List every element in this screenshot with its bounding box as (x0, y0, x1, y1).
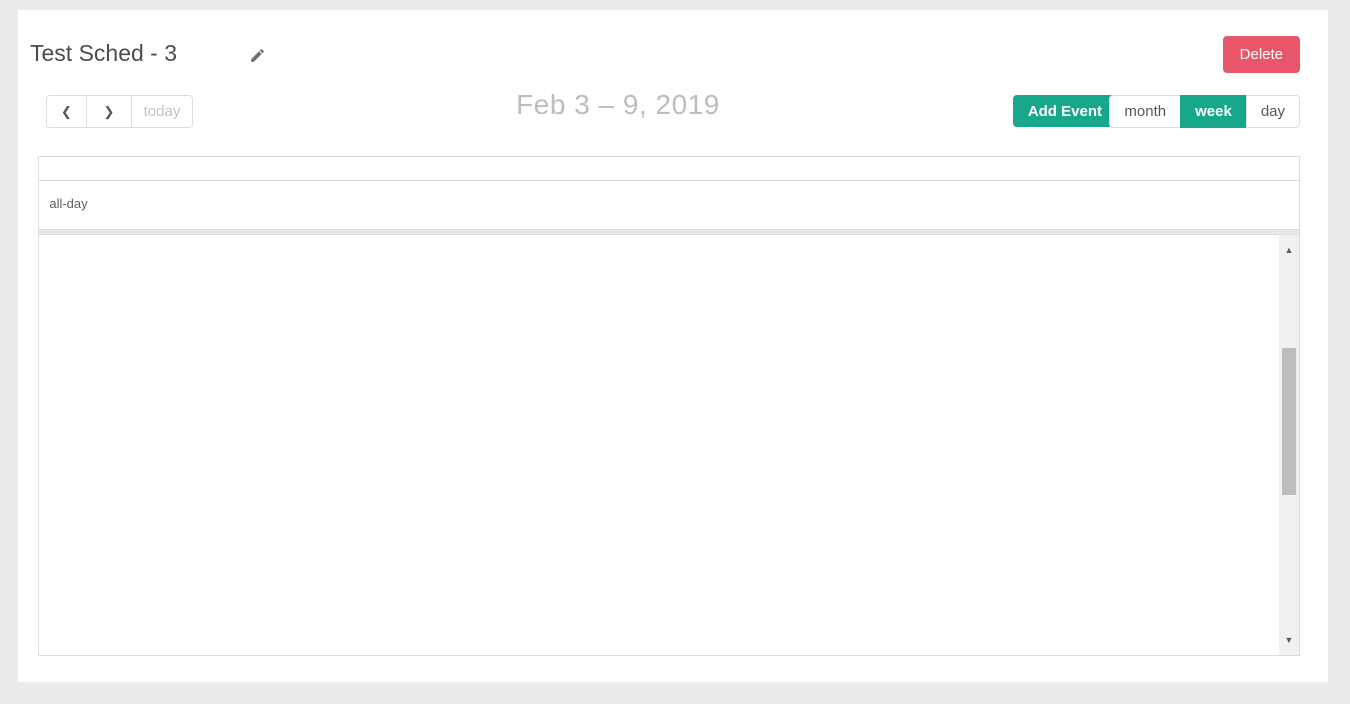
scrollbar[interactable]: ▲ ▼ (1279, 235, 1299, 655)
prev-button[interactable]: ❮ (46, 95, 87, 128)
view-switcher: month week day (1109, 95, 1300, 128)
chevron-left-icon: ❮ (61, 103, 72, 119)
date-range-title: Feb 3 – 9, 2019 (516, 89, 720, 120)
scrollbar-thumb[interactable] (1282, 348, 1296, 495)
all-day-row: all-day (39, 181, 1299, 229)
day-header-row (39, 157, 1299, 181)
calendar-nav: ❮ ❯ today (46, 95, 193, 128)
today-button[interactable]: today (131, 95, 193, 128)
axis-header-stub (39, 157, 98, 180)
scheduler-card: Test Sched - 3 Delete ❮ ❯ today Feb 3 – … (18, 10, 1328, 682)
delete-button[interactable]: Delete (1222, 36, 1300, 73)
scroll-up-icon[interactable]: ▲ (1284, 245, 1294, 255)
edit-title-button[interactable] (246, 46, 268, 68)
grid-divider (39, 229, 1299, 235)
time-grid: ▲ ▼ (39, 235, 1299, 655)
pencil-icon (249, 49, 266, 67)
view-button-day[interactable]: day (1245, 95, 1300, 128)
view-button-month[interactable]: month (1109, 95, 1182, 128)
chevron-right-icon: ❯ (103, 103, 115, 119)
next-button[interactable]: ❯ (86, 95, 132, 128)
view-button-week[interactable]: week (1180, 95, 1247, 128)
page-title: Test Sched - 3 (30, 40, 178, 66)
all-day-label: all-day (49, 196, 88, 211)
add-event-button[interactable]: Add Event (1012, 95, 1117, 127)
scroll-down-icon[interactable]: ▼ (1284, 635, 1294, 645)
calendar-grid: all-day ▲ ▼ (38, 156, 1300, 656)
